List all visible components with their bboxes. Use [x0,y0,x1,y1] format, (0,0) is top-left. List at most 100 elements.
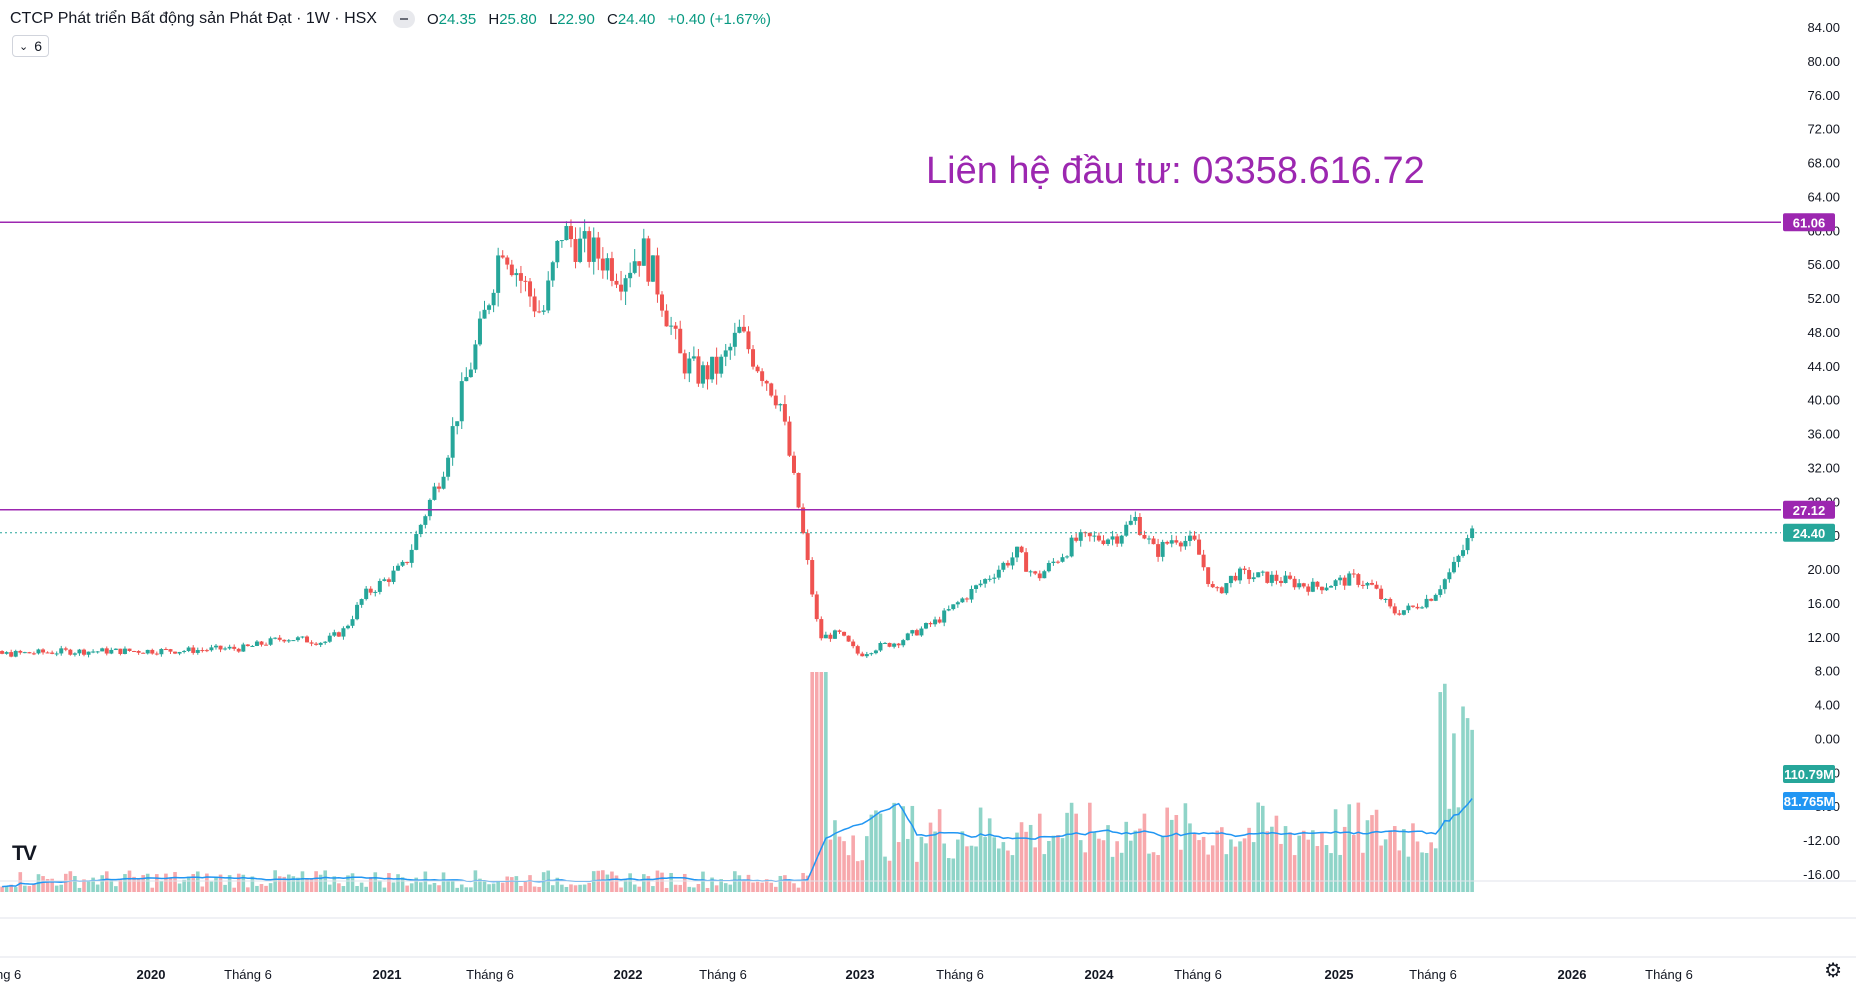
low-key: L [548,10,558,28]
candle-body [719,356,724,374]
candle-body [1356,574,1361,585]
candle-body [805,533,810,561]
candle-body [446,457,451,477]
volume-bar [1197,840,1201,892]
open-key: O [426,10,439,28]
gear-icon[interactable]: ⚙ [1824,960,1842,982]
candle-body [213,645,218,648]
candle-body [1087,532,1092,537]
candle-body [318,642,323,645]
volume-bar [291,876,296,892]
volume-bar [651,886,655,892]
volume-bar [250,876,255,892]
volume-bar [1433,848,1438,892]
volume-bar [136,879,141,892]
volume-bar [755,881,760,892]
candle-body [1078,532,1083,541]
candle-body [741,326,746,332]
volume-bar [969,845,974,892]
volume-bar [478,878,482,892]
candle-body [883,642,888,644]
candle-body [582,231,587,239]
volume-ma-badge-text: 81.765M [1784,794,1835,809]
volume-bar [145,873,150,892]
candle-body [1174,540,1179,543]
candle-body [22,652,27,654]
candle-body [191,647,196,653]
eye-icon[interactable] [392,10,415,28]
candle-body [914,630,919,636]
candle-body [18,650,23,653]
volume-bar [632,884,637,892]
time-axis[interactable]: áng 6 2020 Tháng 6 2021 Tháng 6 2022 Tháng 6 20… [0,967,1693,982]
close-key: C [607,10,618,28]
candle-body [819,619,824,639]
candle-body [1397,613,1402,615]
candle-body [1297,583,1302,588]
candle-body [122,648,127,654]
candle-body [864,654,869,657]
candle-body [1183,540,1188,547]
candle-body [1156,544,1161,557]
candle-body [723,350,728,357]
candle-body [1338,577,1343,581]
candle-body [751,349,756,367]
volume-bar [523,881,528,892]
volume-bar [1260,805,1265,892]
horizontal-levels[interactable] [0,221,1781,511]
volume-bar [368,877,373,892]
volume-bar [910,805,915,892]
candle-body [1269,574,1274,583]
candle-body [236,648,241,652]
volume-bar [842,841,846,892]
candle-body [791,455,796,473]
candle-body [646,238,651,282]
candle-body [1210,584,1215,588]
time-tick-label: Tháng 6 [1174,967,1222,982]
candle-body [559,240,564,242]
candle-body [1197,539,1202,555]
volume-bar [123,874,127,892]
volume-bar [277,876,282,892]
candle-body [1238,568,1243,581]
candle-body [364,588,369,600]
volume-bar [305,878,309,892]
candle-body [528,281,533,297]
candle-body [764,380,769,384]
candle-body [1451,561,1456,573]
candle-body [450,426,455,458]
candle-body [500,255,505,258]
volume-bar [437,885,441,892]
volume-bar [1142,813,1147,892]
candle-body [964,598,969,600]
volume-bar [887,860,892,892]
volume-bar [1297,835,1301,892]
volume-bar [104,871,109,892]
volume-bar [1324,845,1329,892]
volume-bar [519,885,523,892]
volume-bar [573,885,578,892]
volume-bar [1238,841,1242,892]
volume-bar [177,883,182,892]
volume-bar [1156,855,1160,892]
level-badge [1783,213,1835,232]
candle-body [983,579,988,584]
tradingview-logo-icon[interactable]: TV [12,842,37,865]
volume-bar [1383,839,1388,892]
volume-bar [173,872,177,892]
symbol-title[interactable]: CTCP Phát triển Bất động sản Phát Đạt · … [10,10,377,27]
candle-body [996,569,1001,578]
candle-body [1433,594,1438,601]
volume-bar [1019,822,1024,892]
volume-bar [1365,820,1370,892]
contact-annotation: Liên hệ đầu tư: 03358.616.72 [926,150,1425,192]
volume-bar [1006,850,1010,892]
volume-bar [1292,855,1297,892]
volume-bar [646,876,651,892]
volume-bar [751,882,755,892]
open-value: 24.35 [438,10,477,28]
indicators-collapse-button[interactable]: ⌄ 6 [12,35,50,57]
candle-body [477,318,482,345]
volume-bar [191,874,196,892]
